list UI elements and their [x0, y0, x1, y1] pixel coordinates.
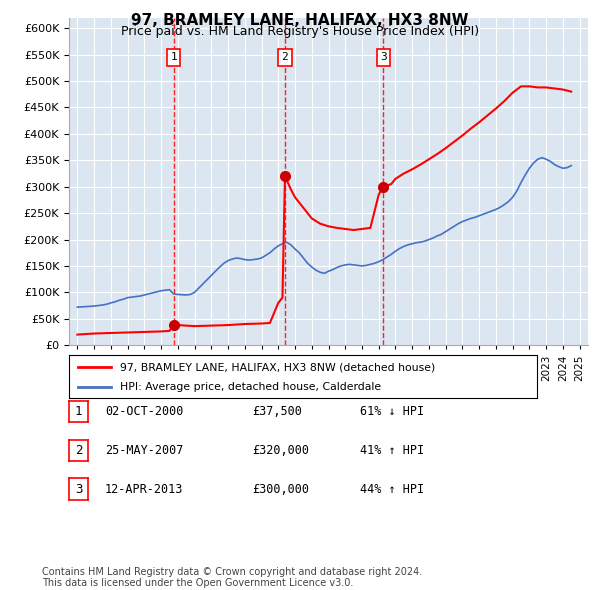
Text: £320,000: £320,000	[252, 444, 309, 457]
Text: 3: 3	[380, 53, 387, 63]
Text: 2: 2	[75, 444, 82, 457]
Text: HPI: Average price, detached house, Calderdale: HPI: Average price, detached house, Cald…	[121, 382, 382, 392]
Text: 41% ↑ HPI: 41% ↑ HPI	[360, 444, 424, 457]
Text: 1: 1	[75, 405, 82, 418]
Text: 3: 3	[75, 483, 82, 496]
Text: 2: 2	[281, 53, 289, 63]
Text: 02-OCT-2000: 02-OCT-2000	[105, 405, 184, 418]
Text: 1: 1	[170, 53, 177, 63]
Text: 44% ↑ HPI: 44% ↑ HPI	[360, 483, 424, 496]
Text: This data is licensed under the Open Government Licence v3.0.: This data is licensed under the Open Gov…	[42, 578, 353, 588]
Text: 12-APR-2013: 12-APR-2013	[105, 483, 184, 496]
Text: 25-MAY-2007: 25-MAY-2007	[105, 444, 184, 457]
Text: £300,000: £300,000	[252, 483, 309, 496]
Text: Price paid vs. HM Land Registry's House Price Index (HPI): Price paid vs. HM Land Registry's House …	[121, 25, 479, 38]
Text: 97, BRAMLEY LANE, HALIFAX, HX3 8NW (detached house): 97, BRAMLEY LANE, HALIFAX, HX3 8NW (deta…	[121, 362, 436, 372]
Text: £37,500: £37,500	[252, 405, 302, 418]
Text: 61% ↓ HPI: 61% ↓ HPI	[360, 405, 424, 418]
Text: Contains HM Land Registry data © Crown copyright and database right 2024.: Contains HM Land Registry data © Crown c…	[42, 568, 422, 577]
Text: 97, BRAMLEY LANE, HALIFAX, HX3 8NW: 97, BRAMLEY LANE, HALIFAX, HX3 8NW	[131, 13, 469, 28]
